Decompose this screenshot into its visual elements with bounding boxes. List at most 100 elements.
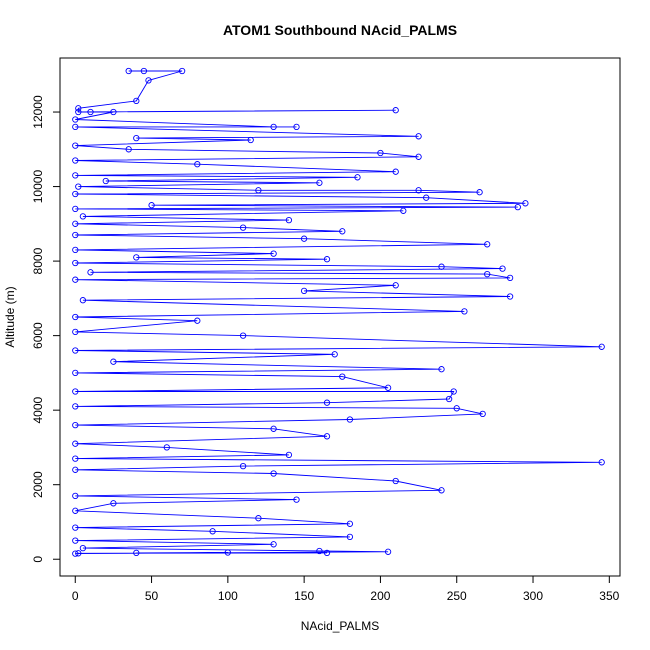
y-tick-label: 2000 xyxy=(31,471,45,498)
data-point xyxy=(209,528,216,535)
data-point xyxy=(224,549,231,556)
data-point xyxy=(484,241,491,248)
data-point xyxy=(239,462,247,470)
data-point xyxy=(415,133,422,140)
x-tick-label: 150 xyxy=(294,589,314,603)
x-tick-label: 300 xyxy=(523,589,543,603)
data-point xyxy=(79,213,87,220)
y-axis-label: Altitude (m) xyxy=(3,286,17,347)
data-point xyxy=(484,270,491,278)
data-point xyxy=(461,308,468,315)
data-point xyxy=(125,67,132,75)
data-point xyxy=(72,231,79,239)
data-point xyxy=(72,172,79,179)
data-point xyxy=(506,293,514,300)
data-point xyxy=(255,515,262,522)
chart-title: ATOM1 Southbound NAcid_PALMS xyxy=(223,22,457,38)
data-point xyxy=(323,256,331,263)
data-point xyxy=(72,246,79,254)
data-point xyxy=(445,395,453,403)
x-tick-label: 350 xyxy=(599,589,619,603)
x-tick-label: 0 xyxy=(72,589,79,603)
data-point xyxy=(72,259,79,267)
data-point xyxy=(72,116,79,123)
data-point xyxy=(87,269,94,276)
x-tick-label: 50 xyxy=(145,589,159,603)
x-axis: 0 50 100 150 200 250 300 350 xyxy=(72,575,620,603)
data-point xyxy=(453,405,460,412)
y-tick-label: 6000 xyxy=(31,322,45,349)
data-point xyxy=(133,549,140,557)
data-point xyxy=(75,105,82,112)
data-point xyxy=(72,455,79,462)
data-point xyxy=(133,254,140,261)
data-point xyxy=(87,108,94,116)
data-point xyxy=(316,179,323,186)
data-point xyxy=(270,123,277,131)
y-tick-label: 0 xyxy=(31,556,45,563)
data-point xyxy=(247,136,254,144)
data-point xyxy=(293,496,300,503)
series-line xyxy=(75,70,602,555)
data-point xyxy=(392,107,399,114)
data-point xyxy=(72,190,79,198)
data-point xyxy=(163,444,170,451)
data-point xyxy=(384,548,392,555)
data-point xyxy=(423,194,430,201)
data-point xyxy=(415,187,422,194)
plot-frame xyxy=(59,57,621,577)
data-point xyxy=(285,451,293,459)
data-point xyxy=(293,123,300,131)
data-point xyxy=(79,544,87,552)
data-point xyxy=(392,477,399,485)
data-point xyxy=(316,547,323,555)
data-point xyxy=(72,507,79,514)
data-point xyxy=(102,177,109,185)
data-point xyxy=(346,520,354,527)
data-point xyxy=(72,550,79,557)
data-point xyxy=(270,470,277,477)
data-point xyxy=(110,500,117,507)
x-tick-label: 200 xyxy=(370,589,390,603)
data-point xyxy=(194,161,201,168)
data-point xyxy=(140,67,148,75)
data-point xyxy=(148,202,155,209)
data-point xyxy=(285,216,293,224)
data-point xyxy=(72,313,79,321)
data-point xyxy=(75,550,82,557)
data-point xyxy=(72,369,79,377)
y-tick-label: 8000 xyxy=(31,247,45,274)
data-point xyxy=(178,67,186,75)
data-point xyxy=(384,384,392,391)
data-point xyxy=(499,265,506,272)
data-point xyxy=(194,317,201,324)
data-point xyxy=(255,187,262,194)
data-point xyxy=(323,549,331,557)
data-point xyxy=(598,343,605,350)
data-point xyxy=(72,276,79,283)
data-point xyxy=(270,250,277,257)
data-point xyxy=(331,351,338,358)
data-point xyxy=(506,274,514,282)
data-point xyxy=(72,142,79,149)
data-point xyxy=(270,541,277,548)
data-point xyxy=(400,207,407,214)
data-point xyxy=(415,153,422,160)
data-point xyxy=(323,399,331,406)
data-point xyxy=(239,332,247,339)
data-point xyxy=(75,108,82,116)
data-point xyxy=(72,524,79,531)
data-point xyxy=(72,123,79,131)
data-point xyxy=(110,108,117,116)
data-point xyxy=(72,347,79,354)
data-point xyxy=(300,287,308,295)
data-point xyxy=(346,533,354,541)
data-point xyxy=(392,282,399,289)
data-point xyxy=(125,146,132,153)
data-point xyxy=(438,366,445,373)
y-tick-label: 10000 xyxy=(31,170,45,204)
data-point xyxy=(522,200,529,207)
data-point xyxy=(72,328,79,336)
data-point xyxy=(239,224,247,231)
